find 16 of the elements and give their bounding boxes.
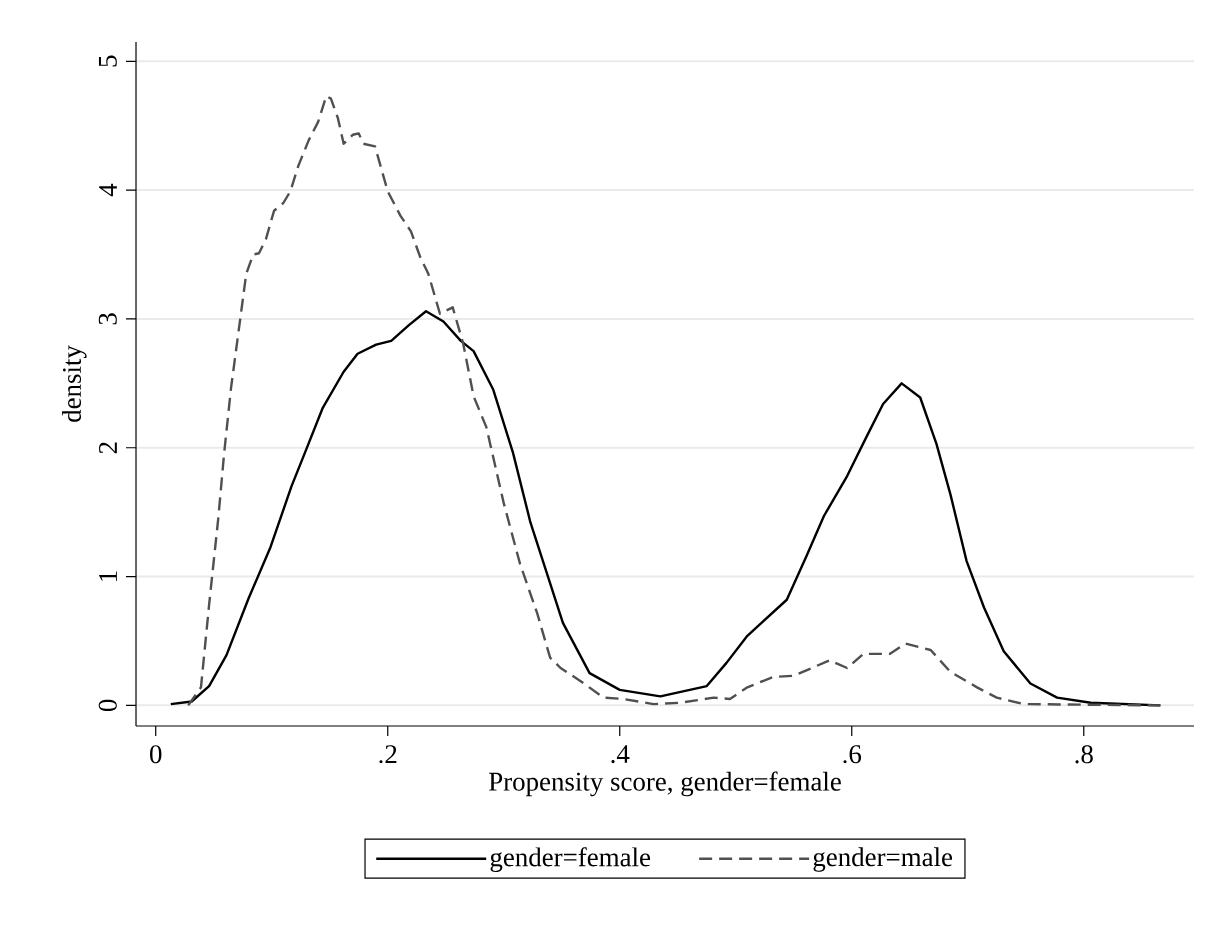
x-tick-label: .4: [611, 745, 630, 764]
legend-label: gender=male: [813, 847, 953, 872]
y-tick-label: 2: [99, 442, 117, 454]
y-tick-label: 4: [99, 183, 117, 197]
x-axis-title: Propensity score, gender=female: [489, 771, 841, 797]
y-axis-title: density: [62, 345, 87, 422]
x-tick-label: .2: [379, 745, 397, 764]
y-tick-label: 5: [98, 55, 117, 67]
y-tick-label: 3: [98, 313, 117, 325]
y-tick-label: 0: [98, 699, 117, 712]
legend-label: gender=female: [490, 847, 651, 872]
line-series: [187, 94, 1162, 707]
y-tick-label: 1: [99, 571, 117, 581]
x-tick-label: .6: [843, 745, 862, 764]
x-tick-label: .8: [1075, 745, 1093, 764]
x-tick-label: 0: [150, 745, 162, 764]
